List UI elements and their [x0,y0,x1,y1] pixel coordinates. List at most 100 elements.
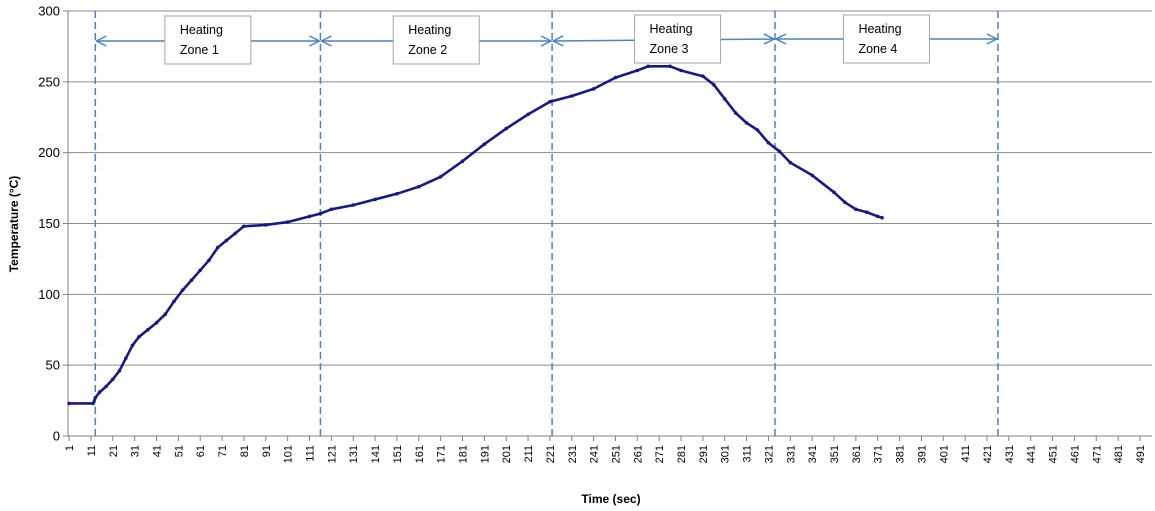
x-tick-labels: 1 11 21 31 41 51 61 71 81 91 101 111 121 131 141 151 161… [64,445,1147,463]
zone-1-label-box [164,15,252,65]
x-tick-label: 211 [523,445,535,463]
series-point-13 [172,299,176,304]
zone-2-label-box [392,15,480,65]
series-point-38 [591,87,596,91]
series-point-48 [744,121,749,125]
series-point-27 [351,203,356,207]
zone-1-label-line1: Heating [180,23,223,37]
zone-3-label-box [634,14,722,64]
x-tick-label: 221 [545,445,557,463]
series-point-30 [417,184,421,189]
zone-3-label-line2: Zone 3 [650,42,689,56]
series-point-57 [865,210,869,214]
series-point-11 [154,320,159,325]
y-axis-title: Temperature (°C) [7,176,21,273]
zone-2-label-line2: Zone 2 [408,43,447,57]
x-tick-label: 331 [785,445,797,463]
x-tick-label: 341 [807,445,819,463]
x-tick-label: 31 [130,445,142,457]
series-point-4 [104,384,108,389]
x-tick-label: 51 [173,445,185,457]
x-tick-label: 421 [982,445,994,463]
x-tick-label: 271 [654,445,666,463]
series-point-15 [189,278,194,283]
x-tick-label: 351 [829,445,841,463]
y-tick-label: 200 [38,145,60,160]
series-point-22 [264,223,268,227]
x-tick-label: 111 [304,445,316,462]
y-tick-label: 0 [53,429,60,444]
series-point-47 [733,111,738,115]
series-point-44 [701,74,705,78]
x-tick-label: 311 [742,445,754,463]
x-tick-label: 191 [479,445,491,463]
series-point-36 [548,99,552,104]
series-point-32 [460,159,465,163]
series-point-35 [526,112,530,117]
temperature-series [67,64,884,406]
zone-2-label-line1: Heating [408,23,451,37]
series-point-49 [755,128,760,132]
series-point-41 [646,64,650,69]
series-point-24 [307,214,312,219]
series-point-21 [242,224,246,229]
y-tick-label: 100 [38,287,60,302]
series-point-28 [373,197,377,202]
series-point-59 [880,216,884,220]
x-tick-label: 251 [610,445,622,463]
x-tick-label: 61 [195,445,207,457]
series-point-55 [843,200,847,205]
y-tick-labels: 0 50 100 150 200 250 300 [38,4,60,444]
x-tick-label: 381 [895,445,907,463]
series-point-51 [777,149,782,154]
zone-4-label-line1: Heating [858,22,901,36]
x-tick-label: 11 [86,445,98,456]
series-point-39 [613,75,618,80]
x-tick-label: 261 [632,445,644,463]
series-point-45 [712,82,716,87]
x-tick-label: 101 [283,445,295,463]
series-point-1 [91,401,95,406]
x-tick-label: 361 [851,445,863,463]
series-point-58 [875,214,880,219]
x-tick-label: 431 [1004,445,1016,463]
x-tick-label: 121 [326,445,338,463]
series-point-6 [117,369,122,373]
x-tick-label: 441 [1026,445,1038,463]
x-tick-label: 391 [916,445,928,463]
x-tick-label: 291 [698,445,710,463]
series-point-29 [395,192,399,196]
zone-1-label-line2: Zone 1 [180,43,219,57]
x-axis-title: Time (sec) [581,492,640,506]
x-tick-label: 411 [960,445,972,463]
zone-4-label-line2: Zone 4 [858,42,897,56]
x-tick-label: 371 [873,445,885,463]
series-point-33 [482,142,487,146]
series-point-9 [137,335,141,339]
series-point-53 [810,173,814,178]
x-tick-label: 161 [414,445,426,463]
series-point-18 [215,245,220,250]
series-point-23 [285,220,290,224]
series-point-42 [668,64,672,69]
x-tick-label: 461 [1069,445,1081,463]
x-tick-label: 401 [938,445,950,463]
x-tick-label: 491 [1135,445,1147,463]
x-tick-label: 21 [108,445,120,457]
series-point-16 [198,268,202,273]
series-point-40 [635,68,640,73]
heating-zones: Heating Zone 1 Heating Zone 2 Heating Zone 3 H… [94,11,999,436]
series-point-0 [67,401,71,406]
series-point-34 [504,126,509,131]
series-point-2 [93,396,98,400]
series-point-17 [207,258,211,263]
x-tick-label: 451 [1048,445,1060,463]
x-tick-label: 91 [261,445,273,457]
y-tick-label: 300 [38,4,60,19]
x-tick-label: 301 [720,445,732,463]
x-tick-label: 81 [239,445,251,457]
y-tick-label: 250 [38,74,60,89]
series-point-5 [111,377,115,382]
series-point-31 [438,175,443,179]
